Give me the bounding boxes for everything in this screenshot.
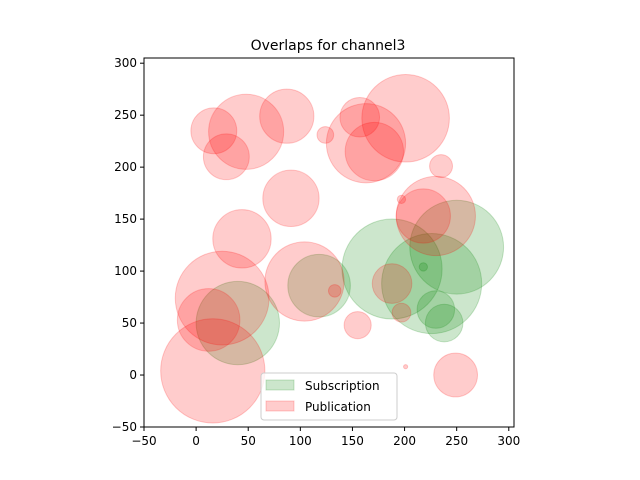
y-axis: −50 0 50 100 150 200 250 300	[112, 56, 144, 434]
marker-publication-5	[190, 107, 238, 155]
marker-publication-6	[202, 133, 250, 181]
x-tick-label: 0	[192, 434, 200, 448]
x-tick-label: 50	[241, 434, 256, 448]
marker-subscription-0	[195, 280, 280, 366]
marker-publication-9	[264, 241, 345, 322]
marker-subscription-5	[424, 303, 464, 343]
marker-layer	[160, 74, 505, 424]
marker-publication-21	[395, 188, 451, 244]
marker-publication-3	[212, 209, 272, 269]
marker-subscription-3	[381, 233, 483, 335]
x-tick-label: 200	[393, 434, 416, 448]
marker-publication-15	[344, 121, 405, 182]
x-axis: −50 0 50 100 150 200 250 300	[131, 427, 520, 448]
legend-label-publication: Publication	[305, 400, 371, 414]
marker-publication-18	[391, 302, 412, 323]
legend-swatch-subscription	[265, 379, 295, 391]
marker-subscription-4	[409, 199, 505, 295]
marker-publication-14	[325, 103, 407, 184]
marker-publication-0	[160, 318, 266, 424]
y-tick-label: 250	[114, 108, 137, 122]
legend-swatch-publication	[265, 400, 295, 412]
y-tick-label: 200	[114, 160, 137, 174]
y-tick-label: 100	[114, 264, 137, 278]
marker-publication-7	[259, 88, 315, 144]
marker-publication-13	[339, 96, 381, 138]
marker-publication-23	[429, 154, 454, 179]
y-tick-label: 300	[114, 56, 137, 70]
marker-publication-4	[208, 93, 285, 170]
y-tick-label: 150	[114, 212, 137, 226]
y-tick-label: 0	[129, 368, 137, 382]
marker-publication-24	[433, 352, 479, 398]
marker-publication-22	[395, 175, 476, 257]
chart-title: Overlaps for channel3	[251, 38, 406, 54]
x-tick-label: −50	[131, 434, 156, 448]
marker-subscription-2	[341, 218, 443, 320]
x-tick-label: 100	[289, 434, 312, 448]
x-tick-label: 250	[445, 434, 468, 448]
y-tick-label: 50	[122, 316, 137, 330]
marker-publication-16	[361, 74, 450, 163]
legend-frame	[260, 372, 398, 421]
marker-publication-10	[316, 126, 335, 144]
legend-label-subscription: Subscription	[305, 379, 380, 393]
marker-publication-17	[371, 263, 413, 304]
marker-publication-1	[174, 250, 270, 346]
x-tick-label: 300	[497, 434, 520, 448]
marker-publication-19	[396, 194, 407, 205]
marker-subscription-6	[416, 290, 456, 329]
marker-publication-8	[262, 169, 320, 227]
plot-area-frame	[143, 57, 515, 428]
x-tick-label: 150	[341, 434, 364, 448]
marker-subscription-7	[418, 262, 428, 272]
marker-publication-2	[176, 288, 241, 352]
marker-publication-20	[403, 364, 409, 370]
y-tick-label: −50	[112, 420, 137, 434]
legend: Subscription Publication	[260, 372, 398, 421]
marker-subscription-1	[287, 253, 351, 318]
marker-publication-11	[327, 284, 342, 298]
marker-publication-12	[343, 311, 372, 340]
